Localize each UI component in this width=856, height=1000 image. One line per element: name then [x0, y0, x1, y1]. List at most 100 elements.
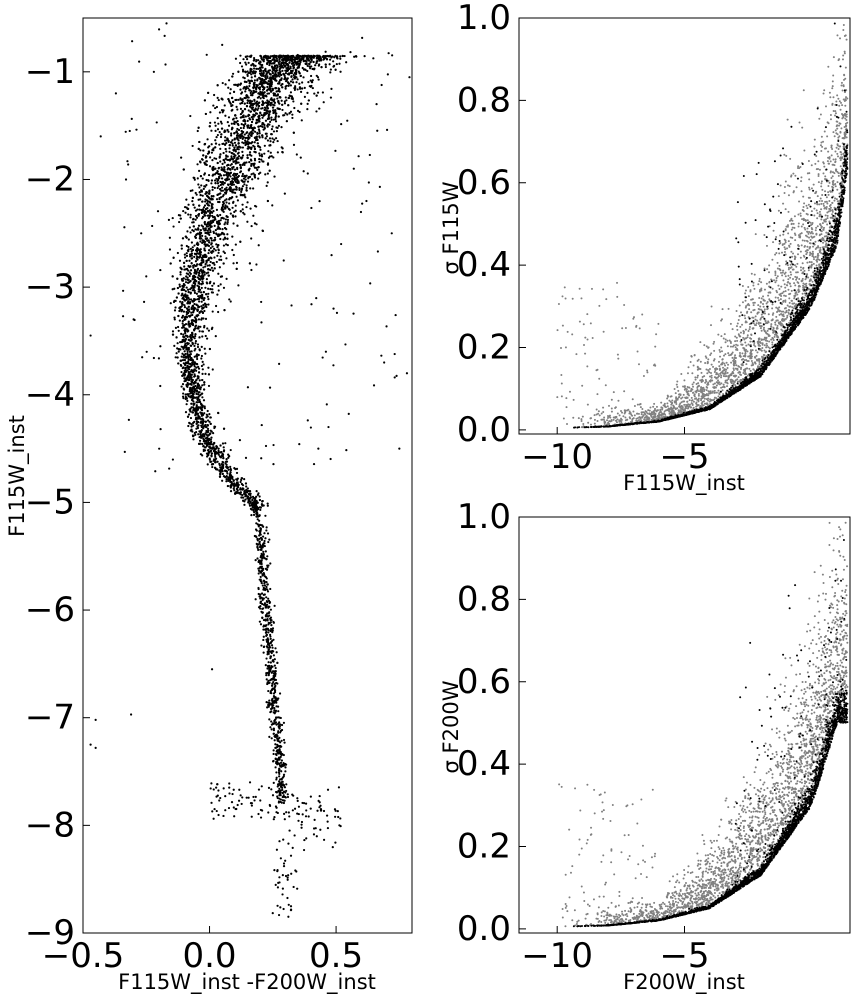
star-point [198, 400, 201, 403]
star-point [221, 81, 224, 85]
star-point [210, 237, 213, 240]
star-point [196, 263, 199, 266]
star-point [199, 149, 202, 152]
star-point [226, 233, 229, 236]
star-point [265, 585, 268, 589]
star-point [214, 448, 217, 451]
star-point [177, 329, 180, 332]
star-point [195, 271, 198, 274]
star-point [207, 292, 210, 295]
star-point [194, 325, 197, 328]
star-point [252, 172, 255, 175]
star-point [197, 318, 201, 321]
star-point [216, 169, 219, 173]
star-point [232, 222, 235, 225]
star-point [196, 268, 199, 271]
star-point [278, 63, 281, 66]
star-point [205, 272, 208, 275]
star-point [232, 483, 235, 486]
star-point [231, 214, 235, 217]
star-point [217, 447, 220, 450]
star-point [274, 137, 278, 140]
star-point [253, 141, 256, 144]
star-point [185, 244, 188, 248]
star-point [287, 73, 291, 76]
star-point [184, 377, 187, 381]
star-point [185, 275, 188, 278]
star-point [184, 281, 188, 284]
star-point [218, 143, 221, 146]
star-point [296, 797, 299, 800]
star-point [296, 799, 299, 803]
star-point [268, 614, 271, 617]
star-point [189, 410, 192, 413]
star-point [256, 546, 259, 549]
star-point [220, 217, 223, 220]
star-point [276, 738, 279, 742]
star-point [193, 328, 196, 331]
star-point [196, 386, 199, 389]
star-point [235, 195, 238, 198]
star-point [326, 820, 329, 823]
star-point [208, 223, 211, 227]
star-point [217, 272, 220, 275]
star-point [187, 314, 191, 318]
star-point [246, 101, 249, 105]
star-point [239, 116, 242, 119]
star-point [261, 499, 264, 503]
star-point [272, 141, 275, 144]
star-point [244, 498, 247, 501]
star-point [244, 71, 247, 74]
star-point [229, 92, 232, 95]
star-point [188, 324, 192, 328]
star-point [197, 397, 200, 400]
star-point [297, 805, 301, 808]
star-point [207, 239, 210, 242]
star-point [208, 450, 211, 454]
star-point [184, 410, 188, 414]
star-point [204, 243, 207, 246]
star-point [192, 217, 195, 221]
star-point [195, 233, 198, 236]
star-point [280, 728, 284, 732]
star-point [248, 262, 251, 265]
star-point [214, 106, 217, 110]
star-point [270, 644, 274, 647]
star-point [268, 110, 271, 113]
star-point [303, 95, 306, 98]
star-point [280, 759, 284, 762]
star-point [219, 255, 222, 258]
star-point [201, 396, 204, 399]
star-point [215, 177, 218, 180]
star-point [246, 154, 249, 157]
star-point [260, 79, 263, 82]
star-point [237, 98, 240, 101]
star-point [298, 72, 301, 75]
star-point [250, 73, 253, 76]
star-point [285, 811, 288, 814]
star-point [202, 259, 205, 262]
star-point [261, 100, 264, 103]
star-point [363, 55, 366, 58]
star-point [220, 97, 223, 100]
star-point [208, 125, 211, 128]
star-point [304, 68, 307, 71]
star-point [212, 168, 215, 171]
star-point [234, 215, 237, 218]
star-point [213, 263, 216, 266]
star-point [264, 567, 268, 571]
star-point [270, 671, 273, 674]
star-point [199, 160, 202, 163]
star-point [259, 111, 262, 114]
star-point [197, 375, 200, 378]
star-point [284, 96, 287, 99]
star-point [294, 56, 297, 59]
star-point [284, 791, 287, 794]
star-point [194, 218, 197, 221]
star-point [222, 457, 225, 460]
star-point [315, 74, 318, 77]
star-point [263, 532, 266, 535]
star-point [198, 204, 201, 207]
star-point [245, 63, 248, 66]
star-point [210, 129, 213, 132]
